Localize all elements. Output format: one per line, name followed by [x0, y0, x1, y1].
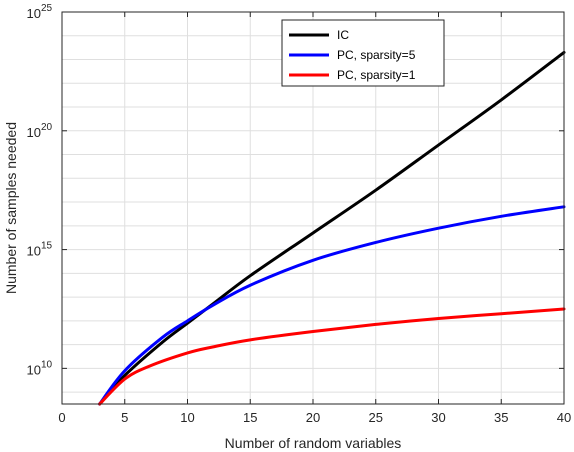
series-line-2	[98, 205, 566, 406]
x-tick-label: 10	[180, 410, 194, 425]
series-line-3	[98, 307, 566, 406]
y-tick-label: 10	[27, 244, 41, 259]
x-tick-label: 15	[243, 410, 257, 425]
x-tick-label: 25	[369, 410, 383, 425]
series-line-1	[98, 50, 566, 406]
series-lines	[98, 50, 566, 406]
y-tick-exponent: 10	[41, 359, 53, 370]
y-tick-exponent: 25	[41, 3, 53, 14]
x-axis-label: Number of random variables	[225, 435, 402, 451]
x-tick-label: 35	[494, 410, 508, 425]
x-tick-label: 20	[306, 410, 320, 425]
y-tick-label: 10	[27, 125, 41, 140]
x-tick-label: 30	[431, 410, 445, 425]
y-axis-label: Number of samples needed	[3, 122, 19, 294]
legend: IC PC, sparsity=5 PC, sparsity=1	[281, 19, 445, 87]
y-tick-exponent: 20	[41, 122, 53, 133]
x-tick-labels: 0 5 10 15 20 25 30 35 40	[58, 12, 571, 425]
x-tick-label: 0	[58, 410, 65, 425]
y-tick-exponent: 15	[41, 241, 53, 252]
y-tick-label: 10	[27, 6, 41, 21]
legend-label-2: PC, sparsity=5	[337, 48, 416, 62]
legend-label-3: PC, sparsity=1	[337, 68, 416, 82]
x-tick-label: 5	[121, 410, 128, 425]
y-tick-label: 10	[27, 362, 41, 377]
legend-label-1: IC	[337, 28, 349, 42]
x-tick-label: 40	[557, 410, 571, 425]
